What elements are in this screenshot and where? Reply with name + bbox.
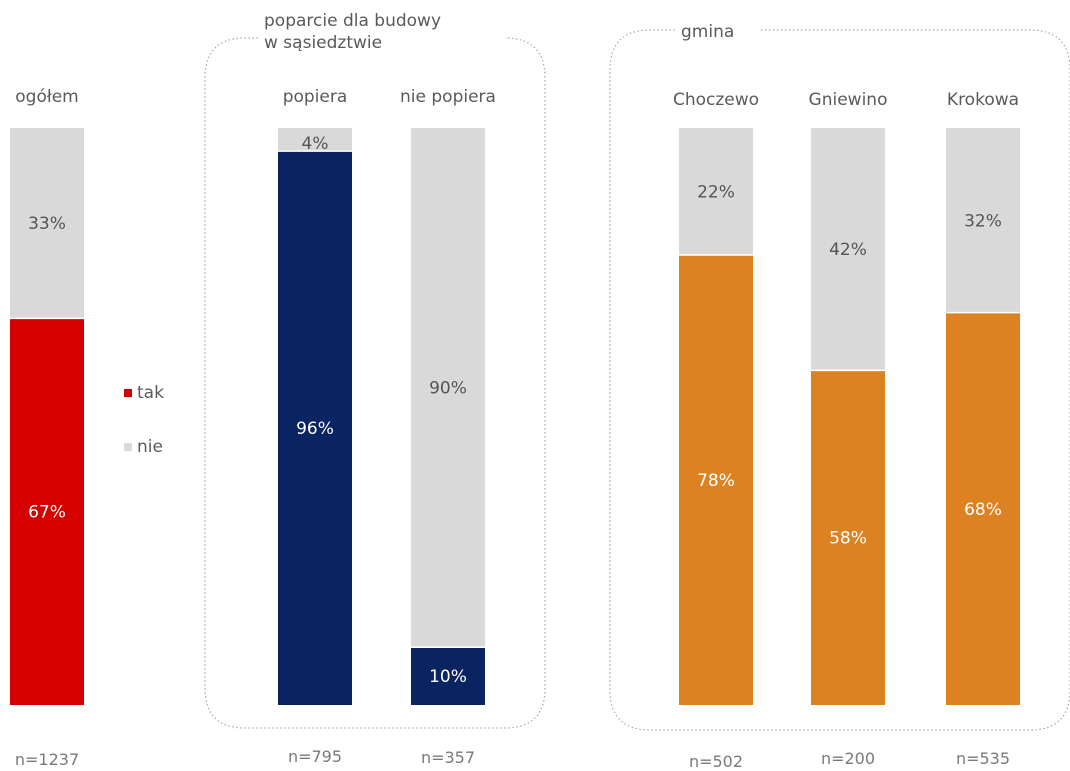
value-label-nie-choczewo: 22% [697, 182, 735, 202]
bar-segment-tak-gniewino [811, 370, 885, 705]
legend-label-nie: nie [137, 437, 163, 457]
value-label-tak-krokowa: 68% [964, 500, 1002, 520]
value-label-tak-nie-popiera: 10% [429, 667, 467, 687]
category-label-nie-popiera: nie popiera [400, 87, 496, 107]
legend-swatch-tak [124, 389, 132, 397]
category-label-popiera: popiera [283, 87, 348, 107]
value-label-tak-choczewo: 78% [697, 471, 735, 491]
category-label-gniewino: Gniewino [809, 90, 888, 110]
legend-swatch-nie [124, 443, 132, 451]
bars-layer: 33% 67% ogółem n=1237 4% 96% popiera n=795 90% 10… [10, 87, 1020, 771]
sample-size-ogolem: n=1237 [15, 750, 79, 767]
sample-size-choczewo: n=502 [689, 752, 743, 767]
sample-size-nie-popiera: n=357 [421, 748, 475, 767]
bar-segment-nie-choczewo [679, 128, 753, 255]
value-label-nie-gniewino: 42% [829, 240, 867, 260]
group-title-support-line2: w sąsiedztwie [264, 33, 382, 53]
bar-segment-tak-popiera [278, 151, 352, 705]
group-frame-support [204, 37, 546, 729]
bar-segment-tak-ogolem [10, 318, 84, 705]
group-title-gmina: gmina [681, 22, 734, 42]
bar-segment-tak-nie-popiera [411, 647, 485, 705]
value-label-tak-gniewino: 58% [829, 529, 867, 549]
bar-segment-tak-choczewo [679, 254, 753, 705]
bar-segment-tak-krokowa [946, 312, 1020, 705]
value-label-tak-ogolem: 67% [28, 503, 66, 523]
value-label-nie-ogolem: 33% [28, 214, 66, 234]
sample-size-krokowa: n=535 [956, 749, 1010, 767]
sample-size-gniewino: n=200 [821, 749, 875, 767]
value-label-nie-popiera: 4% [302, 134, 329, 154]
category-label-ogolem: ogółem [15, 87, 78, 107]
bar-segment-nie-gniewino [811, 128, 885, 371]
legend-label-tak: tak [137, 383, 164, 403]
category-label-choczewo: Choczewo [673, 90, 759, 110]
group-title-support-line1: poparcie dla budowy [264, 11, 441, 31]
value-label-tak-popiera: 96% [296, 419, 334, 439]
category-label-krokowa: Krokowa [947, 90, 1019, 110]
sample-size-popiera: n=795 [288, 747, 342, 766]
bar-segment-nie-krokowa [946, 128, 1020, 313]
bar-segment-nie-ogolem [10, 128, 84, 319]
bar-segment-nie-popiera [278, 128, 352, 152]
bar-segment-nie-nie-popiera [411, 128, 485, 648]
group-frame-gmina [609, 29, 1070, 731]
value-label-nie-krokowa: 32% [964, 211, 1002, 231]
value-label-nie-nie-popiera: 90% [429, 379, 467, 399]
